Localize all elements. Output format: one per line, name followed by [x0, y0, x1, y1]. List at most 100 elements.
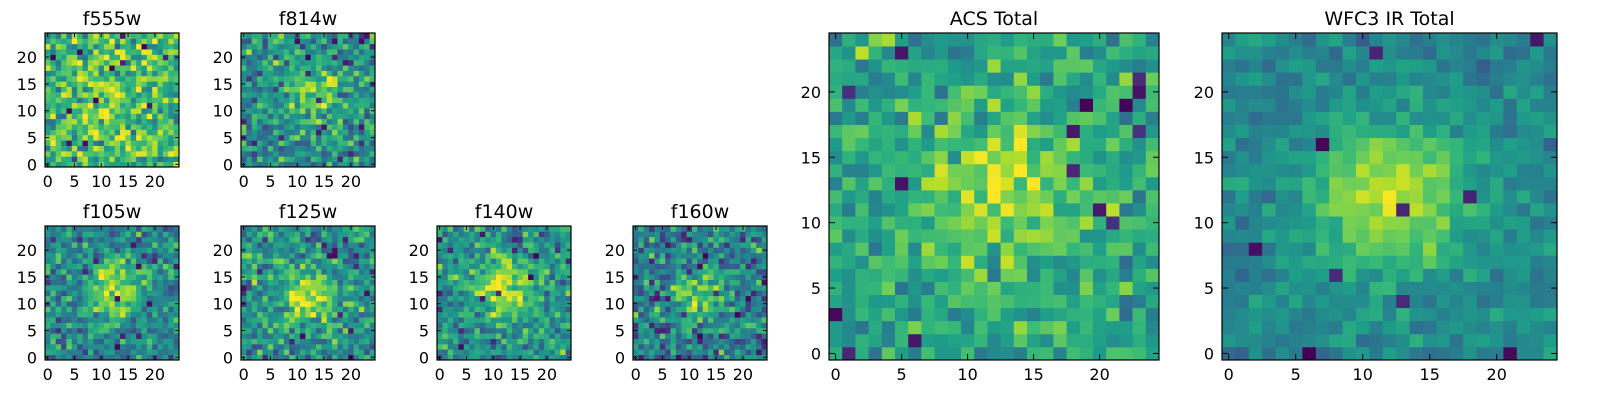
heatmap-cell [61, 338, 67, 345]
heatmap-cell [1449, 203, 1464, 217]
heatmap-cell [549, 322, 556, 329]
heatmap-cell [1315, 163, 1330, 178]
heatmap-cell [1079, 189, 1094, 204]
heatmap-cell [93, 38, 99, 45]
heatmap-cell [1145, 320, 1160, 335]
heatmap-cell [987, 346, 1001, 361]
heatmap-cell [98, 317, 105, 323]
heatmap-cell [665, 317, 671, 323]
heatmap-cell [162, 284, 169, 291]
heatmap-cell [549, 301, 556, 307]
heatmap-cell [974, 203, 988, 217]
heatmap-cell [294, 59, 301, 66]
heatmap-cell [369, 38, 376, 45]
heatmap-cell [947, 176, 962, 191]
heatmap-cell [87, 65, 94, 71]
heatmap-cell [294, 338, 301, 345]
heatmap-cell [1027, 85, 1041, 99]
heatmap-cell [342, 338, 349, 345]
heatmap-cell [130, 226, 137, 232]
heatmap-cell [162, 268, 169, 275]
heatmap-cell [670, 290, 677, 297]
heatmap-cell [702, 322, 709, 329]
heatmap-cell [479, 343, 486, 350]
heatmap-cell [670, 295, 677, 302]
heatmap-cell [114, 161, 121, 168]
heatmap-cell [120, 226, 126, 232]
heatmap-cell [71, 247, 78, 254]
heatmap-cell [364, 54, 371, 61]
heatmap-cell [750, 268, 757, 275]
heatmap-cell [506, 343, 513, 350]
heatmap-cell [353, 97, 360, 104]
heatmap-cell [1145, 59, 1160, 73]
heatmap-cell [251, 242, 258, 248]
heatmap-cell [1503, 307, 1518, 322]
heatmap-cell [1275, 307, 1290, 322]
heatmap-cell [246, 338, 253, 345]
heatmap-cell [294, 349, 301, 356]
heatmap-cell [522, 317, 529, 323]
heatmap-cell [50, 322, 57, 329]
y-tick-label: 15 [409, 268, 429, 287]
heatmap-cell [638, 263, 645, 270]
heatmap-cell [278, 91, 285, 98]
heatmap-cell [447, 268, 454, 275]
heatmap-cell [241, 145, 247, 152]
heatmap-cell [697, 322, 704, 329]
heatmap-cell [495, 274, 502, 280]
heatmap-cell [447, 349, 454, 356]
heatmap-cell [71, 349, 78, 356]
heatmap-cell [750, 258, 757, 264]
heatmap-cell [146, 70, 153, 77]
heatmap-cell [353, 333, 360, 339]
heatmap-cell [734, 306, 741, 313]
heatmap-cell [173, 140, 180, 146]
heatmap-cell [638, 301, 645, 307]
heatmap-cell [262, 247, 269, 254]
heatmap-cell [82, 327, 89, 334]
heatmap-cell [1027, 307, 1041, 322]
heatmap-cell [241, 252, 247, 259]
heatmap-cell [517, 338, 524, 345]
heatmap-cell [643, 279, 650, 286]
heatmap-cell [670, 279, 677, 286]
heatmap-cell [136, 290, 142, 297]
heatmap-cell [251, 65, 258, 71]
heatmap-cell [697, 279, 704, 286]
heatmap-cell [342, 124, 349, 130]
heatmap-cell [45, 118, 51, 125]
heatmap-cell [50, 284, 57, 291]
heatmap-cell [1490, 163, 1504, 178]
heatmap-cell [659, 327, 666, 334]
heatmap-cell [697, 284, 704, 291]
heatmap-cell [109, 349, 116, 356]
heatmap-cell [337, 118, 344, 125]
heatmap-cell [1027, 150, 1041, 165]
heatmap-cell [305, 343, 312, 350]
heatmap-cell [157, 236, 164, 243]
heatmap-cell [316, 54, 322, 61]
heatmap-cell [974, 333, 988, 348]
heatmap-cell [262, 124, 269, 130]
heatmap-cell [895, 137, 909, 152]
heatmap-cell [1449, 189, 1464, 204]
heatmap-cell [342, 274, 349, 280]
heatmap-cell [310, 263, 317, 270]
heatmap-cell [316, 108, 322, 114]
heatmap-cell [458, 236, 465, 243]
heatmap-cell [364, 301, 371, 307]
heatmap-cell [654, 279, 661, 286]
heatmap-cell [278, 349, 285, 356]
heatmap-cell [691, 247, 698, 254]
heatmap-cell [1356, 333, 1370, 348]
heatmap-cell [141, 322, 148, 329]
heatmap-cell [458, 311, 465, 318]
heatmap-cell [358, 102, 365, 109]
heatmap-cell [554, 247, 561, 254]
heatmap-cell [257, 295, 263, 302]
heatmap-cell [745, 263, 752, 270]
heatmap-cell [45, 258, 51, 264]
heatmap-cell [895, 281, 909, 295]
heatmap-cell [332, 263, 338, 270]
